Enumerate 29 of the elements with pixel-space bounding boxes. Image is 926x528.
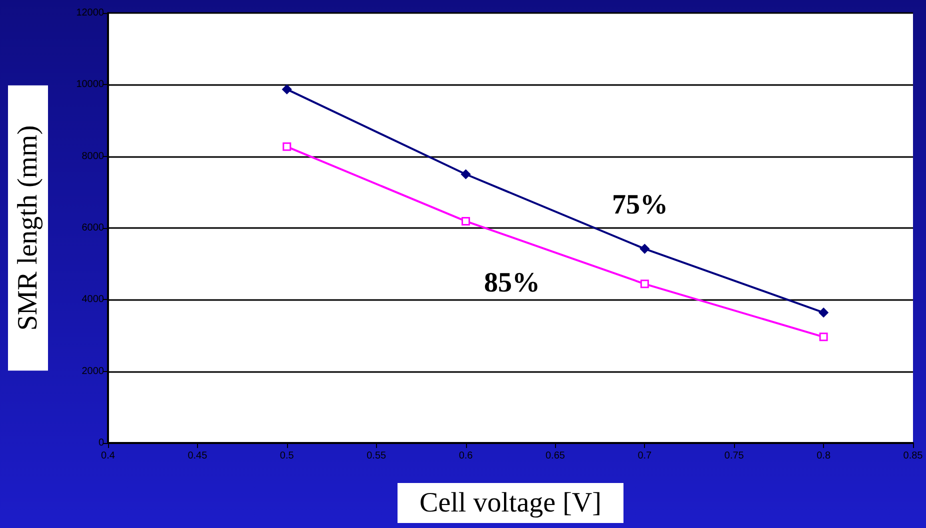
x-tick-label: 0.5 (280, 450, 294, 462)
annotation: 85% (484, 268, 540, 298)
point (819, 332, 828, 342)
y-tick-label: 0 (98, 438, 104, 448)
point (282, 84, 292, 94)
y-tick-label: 12000 (76, 8, 104, 18)
annotation: 75% (612, 190, 668, 220)
x-tick-label: 0.6 (458, 450, 474, 462)
x-tick-label: 0.4 (101, 450, 116, 462)
y-axis-title: SMR length (mm) (12, 125, 44, 331)
x-tick-label: 0.7 (638, 450, 652, 462)
y-tick-label: 6000 (82, 222, 104, 234)
y-tick-label: 2000 (82, 366, 104, 377)
y-tick-label: 10000 (76, 79, 104, 90)
point (640, 280, 649, 288)
y-tick-label: 4000 (82, 294, 104, 306)
point (461, 170, 471, 179)
x-tick-label: 0.75 (724, 450, 744, 462)
point (462, 216, 470, 226)
x-tick-label: 0.45 (188, 450, 208, 462)
y-tick-label: 8000 (82, 150, 104, 162)
x-tick-label: 0.8 (816, 450, 831, 462)
x-tick-label: 0.55 (366, 450, 386, 462)
x-axis-title: Cell voltage [V] (420, 488, 602, 518)
x-tick-label: 0.85 (903, 450, 924, 462)
point (282, 142, 292, 151)
point (640, 244, 650, 254)
point (818, 308, 828, 318)
x-tick-label: 0.65 (545, 450, 566, 462)
